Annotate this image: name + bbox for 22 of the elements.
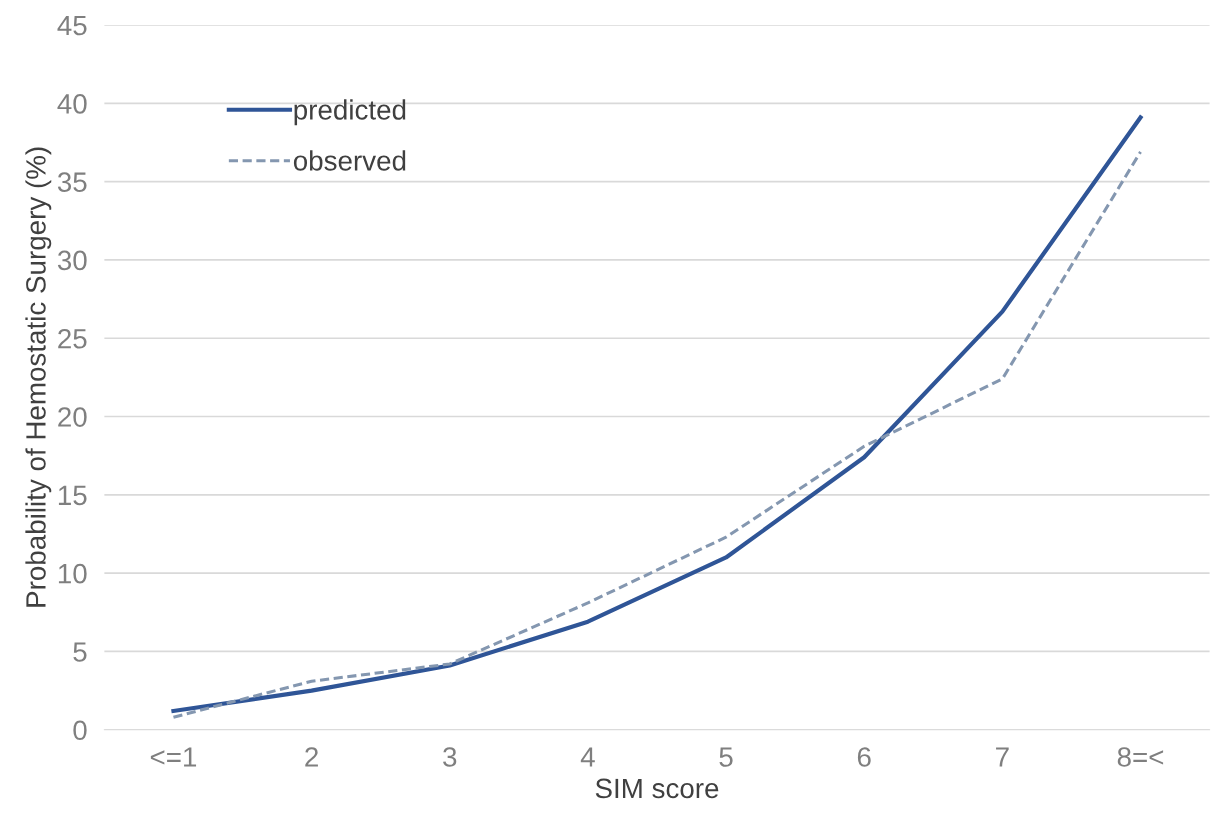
x-tick-label: 2 — [305, 747, 318, 767]
y-tick-label: 25 — [58, 328, 87, 349]
y-tick-label: 20 — [58, 407, 87, 427]
y-axis-title: Probability of Hemostatic Surgery (%) — [25, 147, 52, 607]
x-tick-label: 8=< — [1117, 747, 1164, 767]
legend-label: observed — [293, 150, 406, 171]
legend-label: predicted — [294, 99, 406, 126]
y-tick-label: 30 — [57, 250, 87, 271]
x-tick-label: 5 — [719, 747, 733, 767]
x-tick-label: 3 — [443, 747, 457, 767]
y-tick-label: 40 — [57, 93, 87, 114]
x-tick-label: 6 — [857, 747, 871, 767]
x-axis-title: SIM score — [595, 778, 719, 799]
y-tick-label: 10 — [58, 563, 87, 584]
y-tick-label: 5 — [73, 642, 87, 662]
y-tick-label: 45 — [57, 15, 87, 36]
y-tick-label: 15 — [58, 485, 87, 506]
x-tick-label: 7 — [996, 747, 1009, 767]
y-tick-label: 0 — [73, 720, 87, 741]
x-tick-label: <=1 — [150, 747, 197, 767]
x-tick-label: 4 — [580, 747, 595, 767]
y-tick-label: 35 — [57, 172, 87, 192]
